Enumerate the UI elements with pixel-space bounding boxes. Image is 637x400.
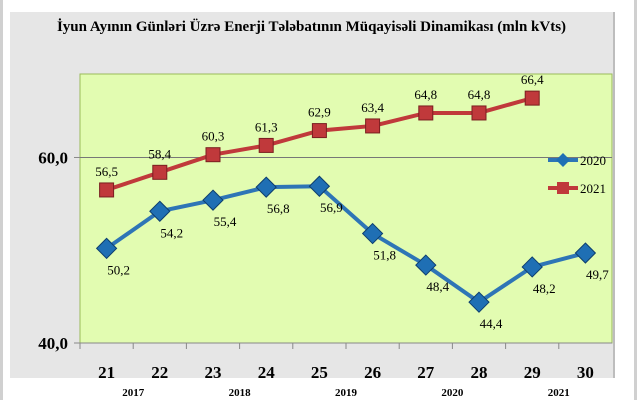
year-label: 2021 xyxy=(548,387,570,399)
marker-2021 xyxy=(418,105,434,121)
x-tick-label: 21 xyxy=(98,363,115,382)
data-label-2021: 62,9 xyxy=(308,105,331,120)
year-label: 2017 xyxy=(122,387,145,399)
data-label-2020: 51,8 xyxy=(373,248,396,263)
marker-2020 xyxy=(308,175,331,197)
y-tick-label: 40,0 xyxy=(38,334,68,353)
y-tick-label: 60,0 xyxy=(38,148,68,167)
series-line-2020 xyxy=(105,184,586,305)
marker-2020 xyxy=(574,242,597,264)
x-tick-label: 27 xyxy=(417,363,435,382)
x-tick-label: 26 xyxy=(364,363,381,382)
data-label-2021: 66,4 xyxy=(521,72,544,87)
data-label-2021: 64,8 xyxy=(414,87,437,102)
marker-2021 xyxy=(99,182,115,198)
x-tick-label: 23 xyxy=(205,363,222,382)
marker-2021 xyxy=(311,123,327,139)
data-label-2021: 58,4 xyxy=(148,146,171,161)
marker-2020 xyxy=(202,189,224,211)
data-label-2021: 63,4 xyxy=(361,100,384,115)
data-label-2020: 54,2 xyxy=(160,225,183,240)
data-label-2020: 56,9 xyxy=(320,200,343,215)
marker-2020 xyxy=(255,176,277,198)
x-tick-label: 29 xyxy=(524,363,541,382)
left-border xyxy=(0,0,3,400)
year-strip xyxy=(10,383,613,400)
x-tick-label: 24 xyxy=(258,363,276,382)
x-tick-label: 22 xyxy=(151,363,168,382)
x-tick-label: 25 xyxy=(311,363,328,382)
marker-2020 xyxy=(361,222,384,245)
x-tick-label: 30 xyxy=(577,363,594,382)
year-label: 2018 xyxy=(229,387,252,399)
marker-2020 xyxy=(415,254,437,276)
data-label-2021: 64,8 xyxy=(468,87,491,102)
marker-2021 xyxy=(258,137,274,153)
x-tick-label: 28 xyxy=(471,363,488,382)
data-label-2021: 56,5 xyxy=(95,164,118,179)
data-label-2020: 48,4 xyxy=(426,279,449,294)
legend-label-2021: 2021 xyxy=(580,181,606,196)
data-label-2020: 55,4 xyxy=(214,214,237,229)
right-border xyxy=(634,0,637,400)
marker-2020 xyxy=(149,200,171,222)
marker-2021 xyxy=(152,164,168,180)
data-label-2020: 56,8 xyxy=(267,201,290,216)
marker-2021 xyxy=(524,90,540,106)
year-label: 2019 xyxy=(335,387,358,399)
marker-2020 xyxy=(521,256,543,278)
data-label-2021: 60,3 xyxy=(202,129,225,144)
marker-2020 xyxy=(95,237,118,260)
legend-label-2020: 2020 xyxy=(580,153,606,168)
year-label: 2020 xyxy=(441,387,464,399)
legend-marker-2021 xyxy=(557,182,569,194)
marker-2021 xyxy=(365,118,381,134)
chart-title: İyun Ayının Günləri Üzrə Enerji Tələbatı… xyxy=(56,19,567,35)
data-label-2020: 44,4 xyxy=(480,316,503,331)
legend-marker-2020 xyxy=(556,153,570,167)
data-label-2020: 49,7 xyxy=(586,267,609,282)
data-label-2021: 61,3 xyxy=(255,119,278,134)
data-label-2020: 48,2 xyxy=(533,281,556,296)
marker-2020 xyxy=(468,291,490,313)
marker-2021 xyxy=(205,147,221,163)
marker-2021 xyxy=(471,105,487,121)
data-label-2020: 50,2 xyxy=(107,262,130,277)
